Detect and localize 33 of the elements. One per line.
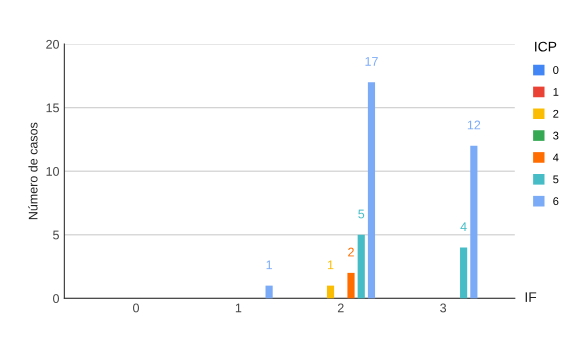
y-tick-label: 10	[46, 166, 59, 176]
x-tick-label: 0	[133, 304, 139, 312]
legend-label: 6	[553, 197, 558, 206]
y-tick-label: 20	[46, 40, 59, 49]
x-axis-title: IF	[526, 292, 536, 302]
x-tick-label: 2	[338, 304, 344, 312]
bar	[326, 286, 334, 298]
y-tick-label: 15	[46, 104, 59, 112]
legend-title: ICP	[535, 42, 556, 52]
data-label: 1	[328, 260, 334, 270]
x-tick-label: 3	[440, 304, 446, 312]
data-label: 1	[266, 260, 272, 270]
y-tick-label: 0	[53, 294, 59, 303]
legend-label: 3	[553, 132, 558, 140]
bar	[470, 146, 478, 298]
y-axis-title: Número de casos	[28, 122, 38, 220]
legend-label: 2	[553, 110, 558, 118]
bar	[358, 234, 365, 298]
legend-label: 1	[554, 88, 558, 96]
y-tick-label: 5	[53, 230, 59, 240]
bar	[347, 272, 355, 298]
data-label: 5	[358, 210, 364, 218]
legend-label: 0	[553, 66, 558, 74]
legend-label: 4	[552, 154, 559, 162]
bar	[460, 247, 468, 298]
x-tick-label: 1	[236, 304, 242, 312]
data-label: 4	[460, 222, 467, 231]
bar	[266, 286, 273, 298]
data-label: 17	[365, 57, 378, 66]
bar	[368, 82, 376, 298]
data-label: 12	[468, 120, 480, 130]
legend-label: 5	[553, 176, 558, 184]
data-label: 2	[348, 248, 354, 256]
